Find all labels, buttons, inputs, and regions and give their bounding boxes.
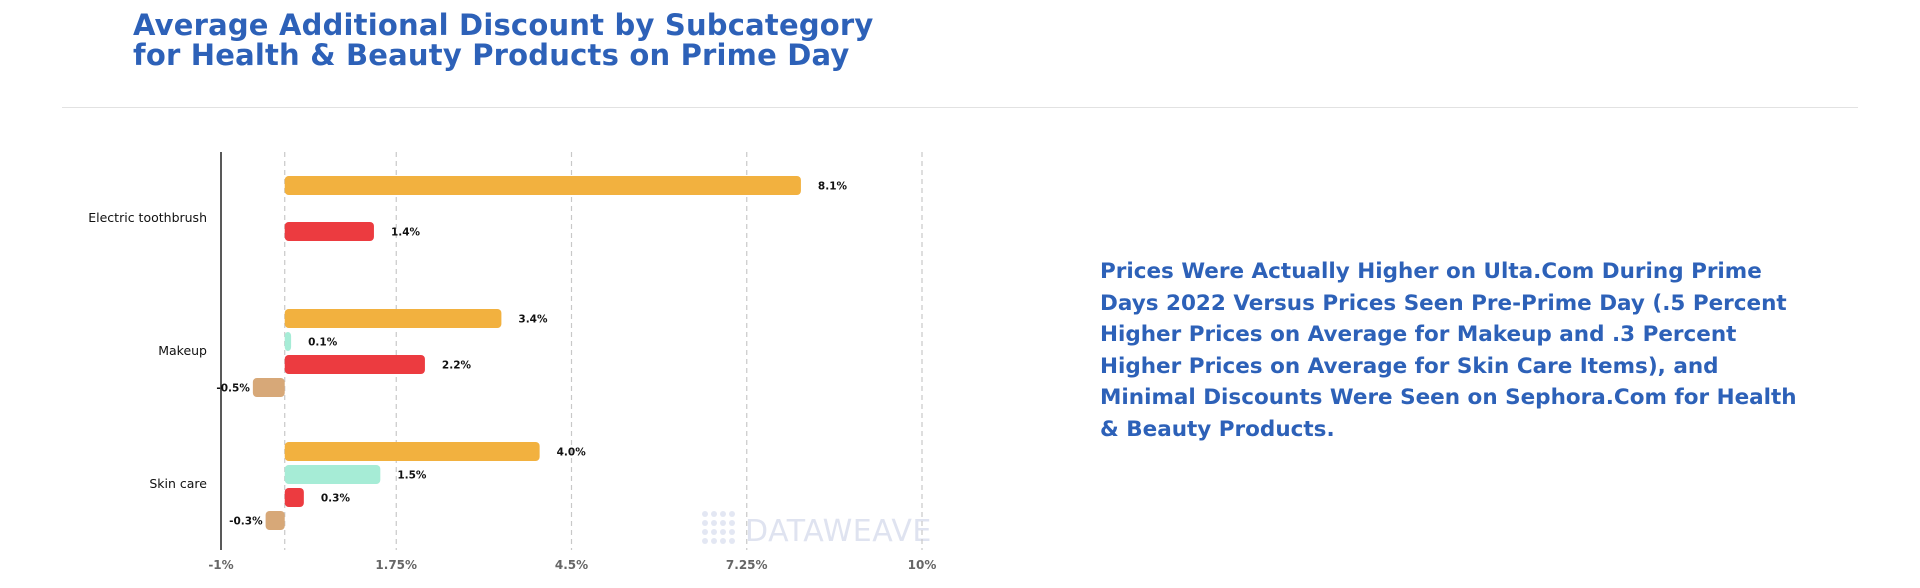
category-label: Makeup [158, 343, 207, 358]
bar [284, 176, 801, 195]
chart-title-line-1: Average Additional Discount by Subcatego… [133, 8, 874, 42]
chart-title: Average Additional Discount by Subcatego… [133, 10, 874, 70]
watermark-dot [702, 529, 708, 535]
bar [284, 332, 292, 351]
x-tick-label: 4.5% [555, 558, 588, 572]
bars [252, 176, 801, 530]
x-tick-label: 10% [908, 558, 937, 572]
value-label: 8.1% [818, 181, 848, 193]
bar [252, 378, 285, 397]
title-divider [62, 107, 1858, 108]
bar [284, 465, 381, 484]
bar [284, 309, 502, 328]
value-labels: 8.1% 1.4% 3.4% 0.1% 2.2% -0.5% 4.0% 1.5% 0.3% -0.… [216, 181, 847, 528]
watermark-dot [729, 520, 735, 526]
value-label: -0.3% [229, 516, 263, 528]
dataweave-watermark: DATAWEAVE [702, 511, 932, 549]
bar [284, 488, 304, 507]
gridlines [284, 152, 923, 550]
value-label: 1.5% [397, 470, 427, 482]
watermark-dot [720, 520, 726, 526]
value-label: 3.4% [518, 314, 548, 326]
category-labels: Electric toothbrush Makeup Skin care [88, 210, 207, 491]
x-tick-labels: -1% 1.75% 4.5% 7.25% 10% [208, 558, 936, 572]
value-label: 0.3% [321, 493, 351, 505]
annotation-text: Prices Were Actually Higher on Ulta.Com … [1100, 259, 1797, 442]
watermark-dot [729, 529, 735, 535]
value-label: 4.0% [557, 447, 587, 459]
watermark-dot [720, 538, 726, 544]
dataweave-logo-icon [702, 511, 735, 544]
watermark-dot [720, 529, 726, 535]
value-label: 2.2% [442, 360, 472, 372]
bar [284, 222, 374, 241]
x-tick-label: 1.75% [375, 558, 417, 572]
x-tick-label: -1% [208, 558, 233, 572]
bar [284, 442, 540, 461]
watermark-dot [729, 511, 735, 517]
watermark-dot [711, 511, 717, 517]
x-tick-label: 7.25% [726, 558, 768, 572]
watermark-dot [711, 520, 717, 526]
category-label: Electric toothbrush [88, 210, 207, 225]
watermark-dot [711, 538, 717, 544]
watermark-text: DATAWEAVE [745, 514, 932, 549]
bar [265, 511, 285, 530]
watermark-dot [702, 538, 708, 544]
value-label: 1.4% [391, 227, 421, 239]
watermark-dot [729, 538, 735, 544]
bar [284, 355, 425, 374]
watermark-dot [702, 511, 708, 517]
value-label: 0.1% [308, 337, 338, 349]
bar-chart: DATAWEAVE 8.1% 1.4% 3.4% 0.1% 2.2% -0.5% 4.0% 1… [88, 152, 936, 572]
watermark-dot [711, 529, 717, 535]
value-label: -0.5% [216, 383, 250, 395]
category-label: Skin care [149, 476, 207, 491]
chart-title-line-2: for Health & Beauty Products on Prime Da… [133, 38, 850, 72]
watermark-dot [720, 511, 726, 517]
watermark-dot [702, 520, 708, 526]
